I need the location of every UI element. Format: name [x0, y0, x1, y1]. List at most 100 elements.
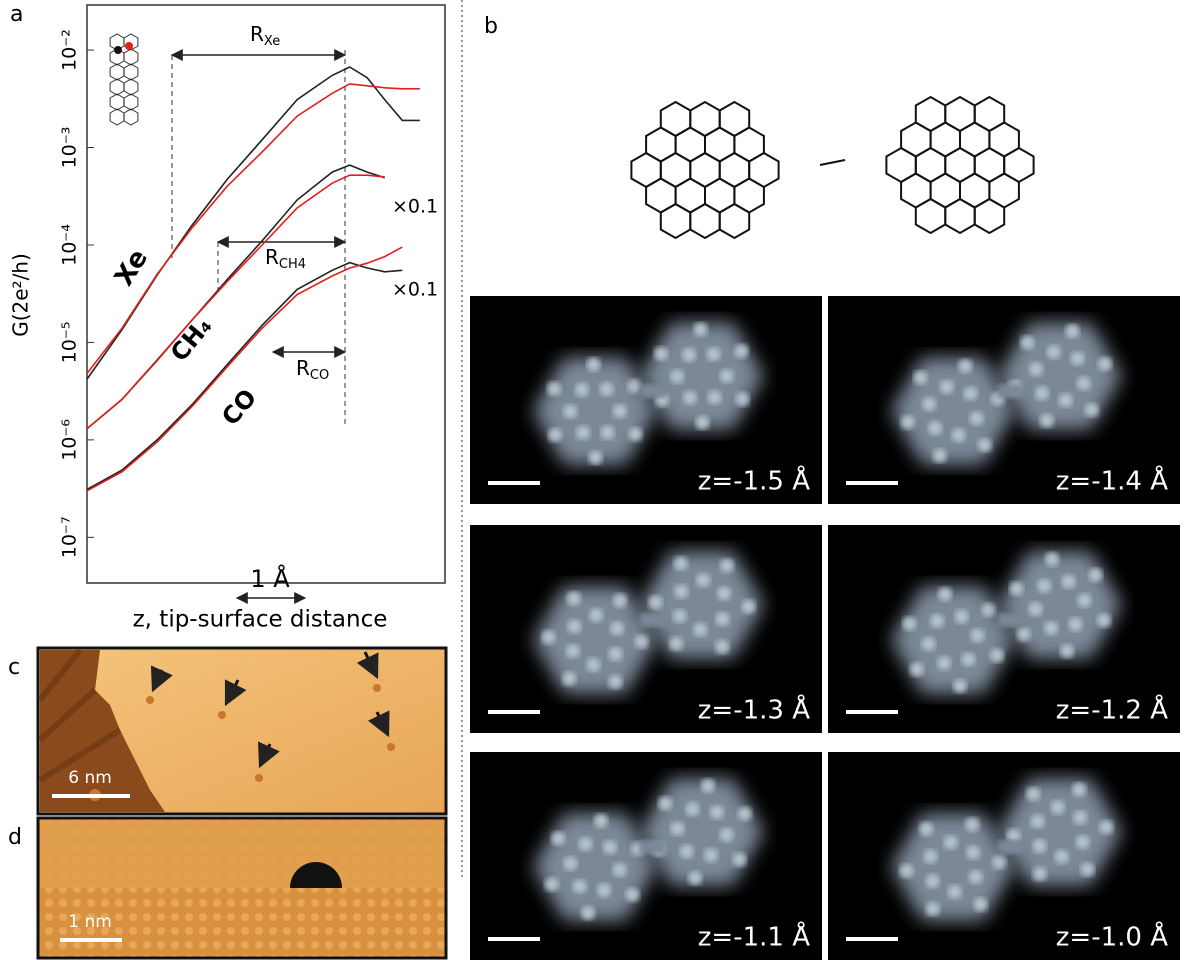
atom-spot — [933, 449, 947, 463]
neck — [998, 613, 1024, 627]
atom-spot — [1035, 386, 1049, 400]
y-tick-label: 10⁻⁶ — [59, 419, 81, 461]
atom-spot — [1029, 362, 1043, 376]
atom-spot — [1088, 568, 1102, 582]
atom-spot — [600, 382, 614, 396]
y-axis-label: G(2e²/h) — [9, 253, 33, 337]
stm-image: z=-1.2 Å — [828, 525, 1180, 733]
atom-spot — [926, 874, 940, 888]
atom-spot — [966, 846, 980, 860]
atom-spot — [720, 559, 734, 573]
marker-dot — [125, 42, 133, 50]
atom-spot — [625, 888, 639, 902]
atom-spot — [1026, 787, 1040, 801]
neck — [998, 384, 1024, 398]
atom-spot — [981, 603, 995, 617]
atom-spot — [670, 822, 684, 836]
atom-spot — [603, 840, 617, 854]
atom-spot — [1071, 352, 1085, 366]
panel-label: d — [8, 825, 22, 850]
ring — [110, 94, 124, 110]
y-tick-label: 10⁻⁷ — [59, 516, 81, 558]
atom-spot — [1076, 835, 1090, 849]
data-line — [87, 84, 420, 374]
atom-spot — [551, 832, 565, 846]
annotation: ×0.1 — [392, 196, 438, 218]
atom-spot — [938, 587, 952, 601]
atom-spot — [964, 387, 978, 401]
atom-spot — [710, 805, 724, 819]
z-label: z=-1.3 Å — [698, 694, 810, 726]
atom-spot — [586, 358, 600, 372]
atom-spot — [601, 425, 615, 439]
atom-spot — [922, 397, 936, 411]
atom-spot — [1047, 345, 1061, 359]
atom-spot — [1073, 811, 1087, 825]
atom-spot — [670, 370, 684, 384]
atom-spot — [990, 648, 1004, 662]
atom-spot — [581, 906, 595, 920]
ring — [124, 64, 138, 80]
atom-spot — [610, 621, 624, 635]
atom-spot — [696, 573, 710, 587]
atom-spot — [628, 427, 642, 441]
atom-spot — [1040, 414, 1054, 428]
atom-spot — [567, 592, 581, 606]
marker-dot — [114, 46, 122, 54]
y-tick-label: 10⁻² — [59, 29, 81, 71]
atom-spot — [1021, 336, 1035, 350]
atom-spot — [937, 656, 951, 670]
annotation: ×0.1 — [392, 279, 438, 301]
atom-spot — [693, 323, 707, 337]
atom-spot — [900, 864, 914, 878]
z-label: z=-1.5 Å — [698, 465, 810, 497]
atom-spot — [738, 807, 752, 821]
atom-spot — [1065, 324, 1079, 338]
atom-spot — [1033, 867, 1047, 881]
atom-spot — [901, 415, 915, 429]
ring — [124, 94, 138, 110]
r-label-sub: CH4 — [279, 257, 306, 272]
data-line — [87, 67, 420, 379]
y-tick-label: 10⁻⁴ — [59, 224, 81, 266]
stm-image: z=-1.1 Å — [470, 752, 822, 960]
atom-spot — [1044, 621, 1058, 635]
z-label: z=-1.1 Å — [698, 921, 810, 953]
atom-spot — [1059, 393, 1073, 407]
figure: a b c d z, tip-surface distance G(2e²/h)… — [0, 0, 1184, 960]
atom-spot — [732, 853, 746, 867]
stm-image: z=-1.0 Å — [828, 752, 1180, 960]
atom-spot — [704, 848, 718, 862]
atom-spot — [1009, 582, 1023, 596]
atom-spot — [1055, 850, 1069, 864]
atom-spot — [545, 877, 559, 891]
atom-spot — [926, 902, 940, 916]
annotation: Xe — [109, 244, 154, 291]
atom-spot — [720, 828, 734, 842]
atom-spot — [608, 647, 622, 661]
atom-spot — [1077, 376, 1091, 390]
atom-spot — [701, 779, 715, 793]
z-label: z=-1.0 Å — [1056, 921, 1168, 953]
atom-spot — [948, 885, 962, 899]
atom-spot — [673, 609, 687, 623]
atom-spot — [1098, 357, 1112, 371]
atom-spot — [734, 344, 748, 358]
atom-spot — [563, 857, 577, 871]
ring — [110, 109, 124, 125]
z-label: z=-1.4 Å — [1056, 465, 1168, 497]
molecule-structure — [631, 97, 1033, 238]
atom-spot — [1061, 575, 1075, 589]
y-tick-label: 10⁻⁵ — [59, 322, 81, 364]
atom-spot — [930, 614, 944, 628]
scale-bar-label: 6 nm — [68, 768, 112, 788]
atom-spot — [674, 584, 688, 598]
atom-spot — [542, 630, 556, 644]
atom-spot — [608, 675, 622, 689]
neck — [640, 384, 666, 398]
atom-spot — [634, 635, 648, 649]
atom-spot — [974, 897, 988, 911]
atom-spot — [688, 871, 702, 885]
atom-spot — [952, 428, 966, 442]
atom-spot — [708, 390, 722, 404]
